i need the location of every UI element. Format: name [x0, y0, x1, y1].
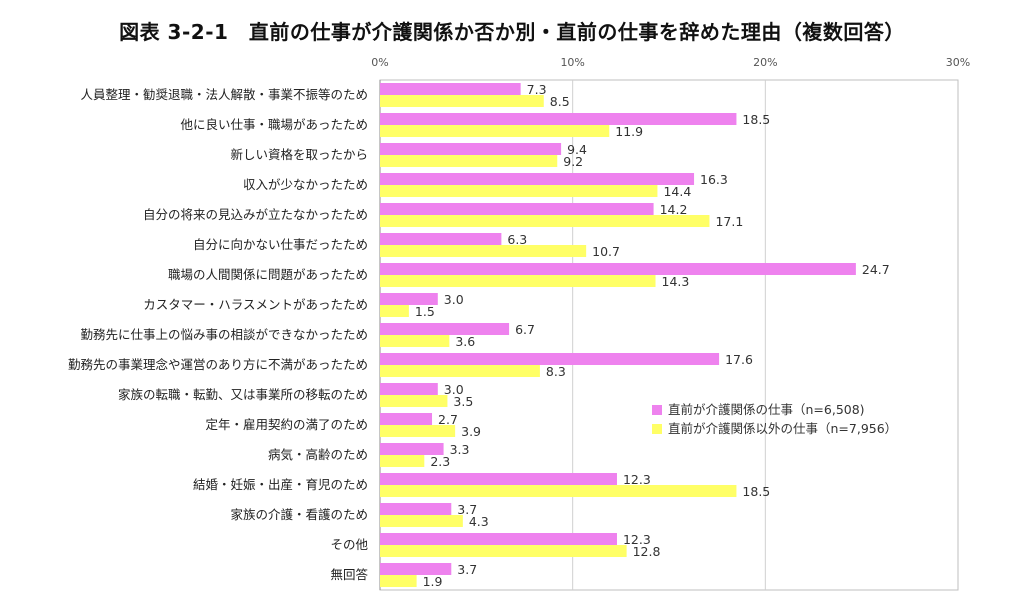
legend: 直前が介護関係の仕事（n=6,508) 直前が介護関係以外の仕事（n=7,956） — [652, 402, 897, 436]
bar — [380, 305, 409, 317]
data-label: 3.6 — [455, 334, 475, 349]
bar — [380, 185, 658, 197]
data-label: 3.3 — [450, 442, 470, 457]
data-label: 18.5 — [742, 484, 770, 499]
bar — [380, 125, 610, 137]
data-label: 18.5 — [742, 112, 770, 127]
bar — [380, 473, 617, 485]
data-label: 16.3 — [700, 172, 728, 187]
category-label: 自分の将来の見込みが立たなかったため — [143, 207, 368, 222]
bar — [380, 335, 450, 347]
legend-label: 直前が介護関係以外の仕事（n=7,956） — [668, 421, 897, 436]
data-label: 3.5 — [453, 394, 473, 409]
bar — [380, 413, 433, 425]
data-label: 6.7 — [515, 322, 535, 337]
bar — [380, 455, 425, 467]
x-tick-label: 30% — [946, 56, 970, 69]
category-label: 他に良い仕事・職場があったため — [180, 117, 368, 132]
bar — [380, 515, 463, 527]
data-label: 12.3 — [623, 472, 651, 487]
category-label: 家族の介護・看護のため — [230, 507, 368, 522]
bar — [380, 575, 417, 587]
bar — [380, 533, 617, 545]
bar — [380, 263, 856, 275]
data-label: 3.0 — [444, 382, 464, 397]
data-label: 17.1 — [715, 214, 743, 229]
legend-swatch — [652, 405, 662, 415]
category-label: 定年・雇用契約の満了のため — [205, 417, 368, 432]
x-tick-label: 0% — [371, 56, 388, 69]
bar — [380, 395, 448, 407]
data-label: 24.7 — [862, 262, 890, 277]
bar — [380, 233, 502, 245]
bar — [380, 563, 452, 575]
bar — [380, 215, 710, 227]
category-label: カスタマー・ハラスメントがあったため — [143, 297, 368, 312]
data-label: 1.5 — [415, 304, 435, 319]
category-label: 無回答 — [330, 567, 368, 582]
bar — [380, 143, 562, 155]
bar — [380, 353, 720, 365]
legend-swatch — [652, 424, 662, 434]
bar — [380, 203, 654, 215]
data-label: 9.4 — [567, 142, 587, 157]
category-label: 結婚・妊娠・出産・育児のため — [193, 477, 368, 492]
data-label: 17.6 — [725, 352, 753, 367]
bar — [380, 173, 695, 185]
data-label: 9.2 — [563, 154, 583, 169]
bar — [380, 245, 587, 257]
bar — [380, 155, 558, 167]
bar — [380, 83, 521, 95]
data-label: 8.5 — [550, 94, 570, 109]
labels-layer: 0% 10% 20% 30% 人員整理・勧奨退職・法人解散・事業不振等のため 7.38.5… — [68, 56, 970, 589]
data-label: 4.3 — [469, 514, 489, 529]
x-tick-label: 10% — [560, 56, 584, 69]
category-label: その他 — [330, 537, 368, 552]
bar — [380, 485, 737, 497]
data-label: 11.9 — [615, 124, 643, 139]
bar — [380, 95, 544, 107]
category-label: 人員整理・勧奨退職・法人解散・事業不振等のため — [80, 87, 368, 102]
bar — [380, 293, 438, 305]
data-label: 1.9 — [423, 574, 443, 589]
chart-title: 図表 3-2-1 直前の仕事が介護関係か否か別・直前の仕事を辞めた理由（複数回答… — [119, 20, 905, 44]
category-label: 自分に向かない仕事だったため — [193, 237, 368, 252]
bar — [380, 503, 452, 515]
bar — [380, 545, 627, 557]
data-label: 14.4 — [663, 184, 691, 199]
bar — [380, 443, 444, 455]
category-label: 収入が少なかったため — [243, 177, 368, 192]
category-label: 勤務先に仕事上の悩み事の相談ができなかったため — [80, 327, 368, 342]
category-label: 病気・高齢のため — [268, 447, 368, 462]
legend-label: 直前が介護関係の仕事（n=6,508) — [668, 402, 865, 417]
data-label: 3.7 — [457, 502, 477, 517]
data-label: 3.0 — [444, 292, 464, 307]
data-label: 3.7 — [457, 562, 477, 577]
bar — [380, 425, 456, 437]
data-label: 8.3 — [546, 364, 566, 379]
data-label: 3.9 — [461, 424, 481, 439]
data-label: 2.7 — [438, 412, 458, 427]
data-label: 14.2 — [660, 202, 688, 217]
data-label: 12.3 — [623, 532, 651, 547]
bar — [380, 275, 656, 287]
category-label: 職場の人間関係に問題があったため — [168, 267, 368, 282]
category-label: 新しい資格を取ったから — [230, 147, 368, 162]
data-label: 12.8 — [633, 544, 661, 559]
data-label: 10.7 — [592, 244, 620, 259]
data-label: 6.3 — [507, 232, 527, 247]
bars-layer — [380, 83, 856, 587]
data-label: 14.3 — [662, 274, 690, 289]
bar — [380, 383, 438, 395]
bar — [380, 113, 737, 125]
x-tick-label: 20% — [753, 56, 777, 69]
category-label: 勤務先の事業理念や運営のあり方に不満があったため — [68, 357, 368, 372]
data-label: 7.3 — [527, 82, 547, 97]
bar — [380, 323, 510, 335]
bar — [380, 365, 540, 377]
data-label: 2.3 — [430, 454, 450, 469]
category-label: 家族の転職・転勤、又は事業所の移転のため — [118, 387, 368, 402]
